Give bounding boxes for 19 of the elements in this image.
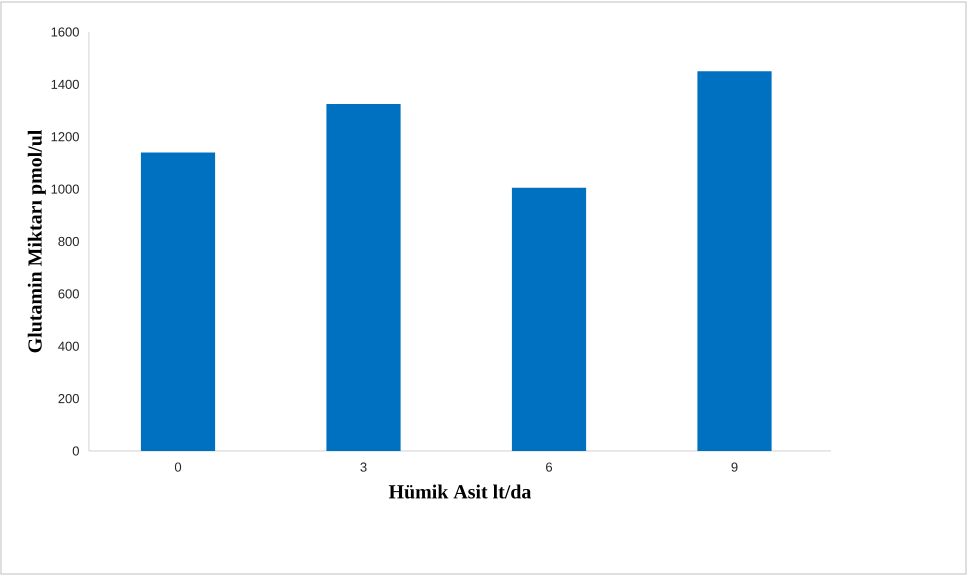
bar (140, 152, 216, 451)
x-tick-label: 3 (360, 462, 367, 472)
bar (326, 104, 401, 451)
y-axis-title: Glutamin Miktarı pmol/ul (28, 130, 46, 352)
y-tick-label: 200 (58, 394, 79, 404)
y-tick-label: 1000 (52, 184, 79, 194)
y-tick-label: 400 (58, 342, 79, 351)
x-tick-label: 6 (546, 462, 552, 472)
y-tick-label: 600 (58, 289, 79, 298)
y-tick-label: 1200 (52, 132, 79, 142)
y-tick-label: 1400 (52, 80, 79, 89)
x-tick-label: 9 (732, 462, 738, 472)
bar (697, 71, 772, 451)
x-axis-title: Hümik Asit lt/da (388, 484, 532, 499)
y-tick-label: 1600 (52, 27, 79, 37)
y-tick-label: 800 (58, 236, 79, 246)
x-tick-label: 0 (174, 462, 182, 472)
bar (512, 188, 586, 451)
y-tick-label: 0 (72, 446, 79, 456)
